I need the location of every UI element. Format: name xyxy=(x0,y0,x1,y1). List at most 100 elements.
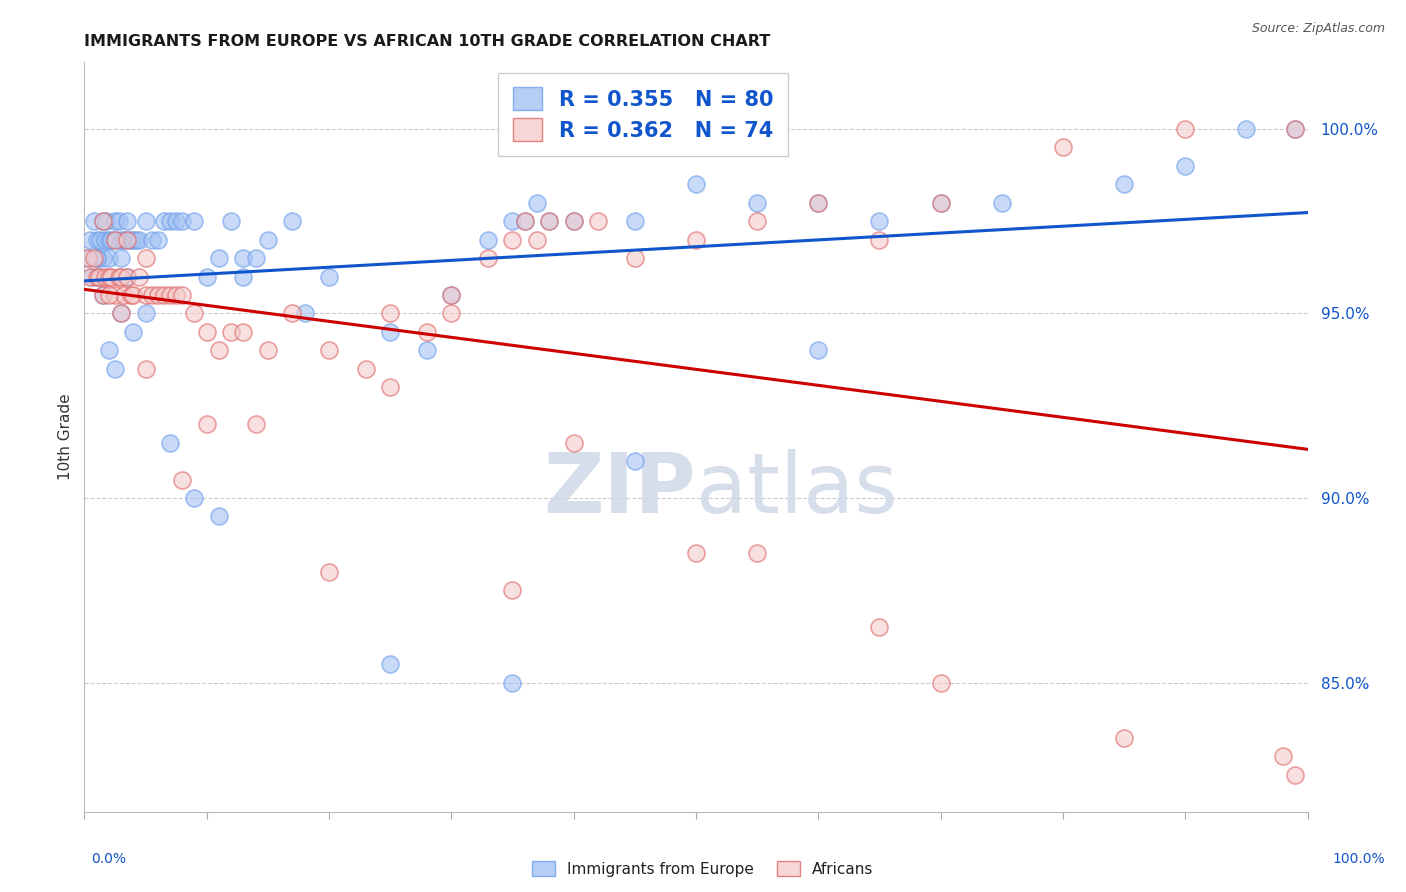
Text: ZIP: ZIP xyxy=(544,449,696,530)
Point xyxy=(1114,731,1136,745)
Point xyxy=(281,306,304,320)
Point xyxy=(929,195,952,210)
Point xyxy=(1284,121,1306,136)
Point xyxy=(104,233,127,247)
Y-axis label: 10th Grade: 10th Grade xyxy=(58,393,73,481)
Point xyxy=(120,233,142,247)
Point xyxy=(318,269,340,284)
Point xyxy=(86,233,108,247)
Point xyxy=(77,251,100,265)
Point xyxy=(380,380,402,394)
Point xyxy=(83,214,105,228)
Point xyxy=(562,435,585,450)
Point xyxy=(245,417,267,432)
Point xyxy=(141,233,163,247)
Point xyxy=(219,325,242,339)
Point xyxy=(110,251,132,265)
Point xyxy=(110,269,132,284)
Point xyxy=(115,214,138,228)
Point xyxy=(526,233,548,247)
Point xyxy=(91,288,114,302)
Text: Source: ZipAtlas.com: Source: ZipAtlas.com xyxy=(1251,22,1385,36)
Point xyxy=(183,306,205,320)
Point xyxy=(208,343,231,358)
Point xyxy=(1052,140,1074,154)
Point xyxy=(380,657,402,671)
Point xyxy=(83,251,105,265)
Point xyxy=(257,233,280,247)
Point xyxy=(104,214,127,228)
Point xyxy=(440,288,463,302)
Point xyxy=(562,214,585,228)
Point xyxy=(1174,159,1197,173)
Point xyxy=(110,306,132,320)
Point xyxy=(440,288,463,302)
Point xyxy=(94,233,117,247)
Point xyxy=(318,343,340,358)
Point xyxy=(135,288,157,302)
Point xyxy=(97,233,120,247)
Point xyxy=(586,214,609,228)
Point xyxy=(97,288,120,302)
Point xyxy=(86,269,108,284)
Point xyxy=(869,233,891,247)
Point xyxy=(115,233,138,247)
Point xyxy=(477,251,499,265)
Point xyxy=(77,251,100,265)
Point xyxy=(195,325,218,339)
Text: 100.0%: 100.0% xyxy=(1333,852,1385,866)
Point xyxy=(110,233,132,247)
Point xyxy=(87,269,110,284)
Point xyxy=(159,214,181,228)
Point xyxy=(79,233,101,247)
Point xyxy=(513,214,536,228)
Point xyxy=(513,214,536,228)
Point xyxy=(159,435,181,450)
Point xyxy=(477,233,499,247)
Point xyxy=(87,269,110,284)
Point xyxy=(115,269,138,284)
Point xyxy=(538,214,561,228)
Point xyxy=(807,343,830,358)
Point xyxy=(172,288,194,302)
Point xyxy=(440,306,463,320)
Point xyxy=(281,214,304,228)
Legend: Immigrants from Europe, Africans: Immigrants from Europe, Africans xyxy=(524,853,882,884)
Point xyxy=(747,214,769,228)
Point xyxy=(318,565,340,579)
Point xyxy=(165,288,187,302)
Point xyxy=(122,325,145,339)
Point xyxy=(232,251,254,265)
Point xyxy=(245,251,267,265)
Point xyxy=(232,325,254,339)
Point xyxy=(91,214,114,228)
Point xyxy=(1284,768,1306,782)
Point xyxy=(807,195,830,210)
Point xyxy=(112,233,135,247)
Point xyxy=(1114,178,1136,192)
Point xyxy=(869,214,891,228)
Point xyxy=(104,233,127,247)
Point xyxy=(208,509,231,524)
Point xyxy=(86,251,108,265)
Point xyxy=(146,288,169,302)
Point xyxy=(135,361,157,376)
Point xyxy=(869,620,891,634)
Point xyxy=(172,214,194,228)
Point xyxy=(153,214,176,228)
Point xyxy=(747,546,769,560)
Point xyxy=(122,288,145,302)
Point xyxy=(172,473,194,487)
Point xyxy=(91,251,114,265)
Point xyxy=(685,233,707,247)
Point xyxy=(502,233,524,247)
Point xyxy=(502,675,524,690)
Point xyxy=(257,343,280,358)
Point xyxy=(153,288,176,302)
Point xyxy=(807,195,830,210)
Point xyxy=(183,491,205,505)
Text: 0.0%: 0.0% xyxy=(91,852,127,866)
Point xyxy=(141,288,163,302)
Point xyxy=(219,214,242,228)
Point xyxy=(183,214,205,228)
